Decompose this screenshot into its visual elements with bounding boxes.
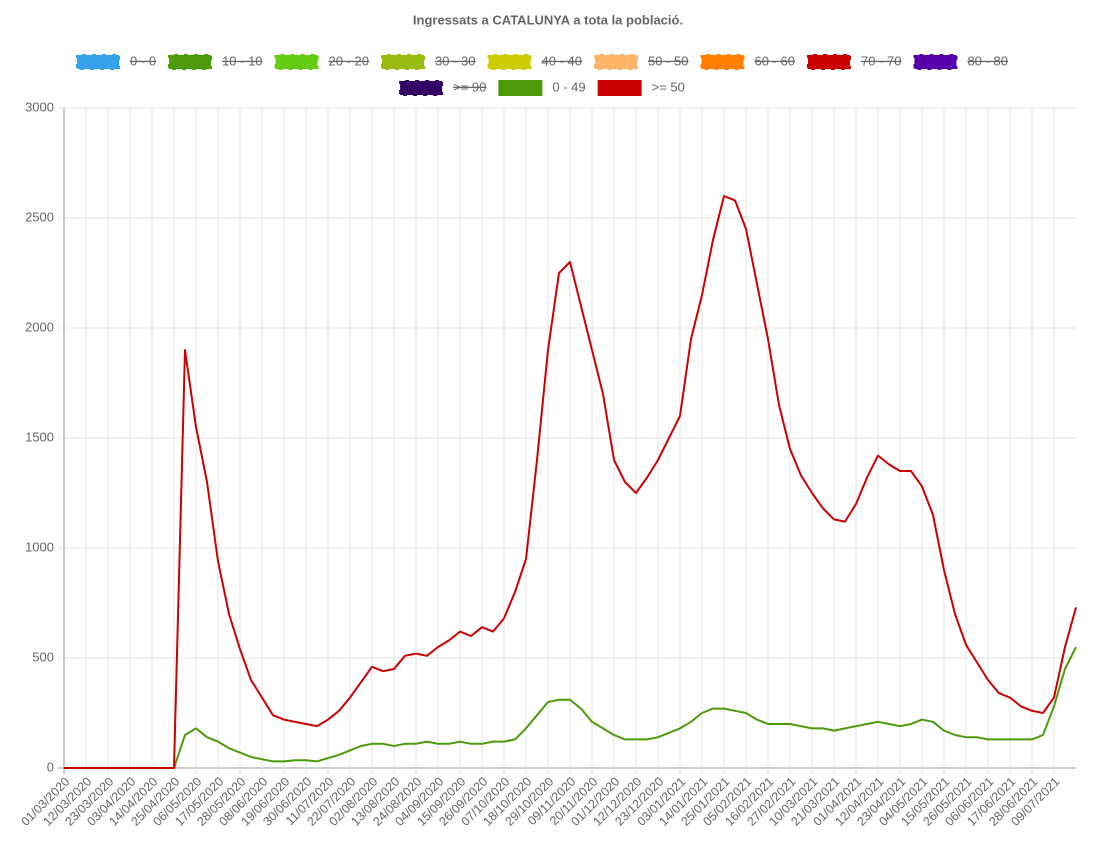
y-tick-label: 0 (47, 759, 54, 774)
legend-label[interactable]: 60 - 60 (754, 53, 794, 68)
legend: 0 - 0 10 - 10 20 - 20 30 - 30 40 - 40 50 - 50… (75, 53, 1008, 97)
legend-label[interactable]: 40 - 40 (542, 53, 582, 68)
series-line (64, 195, 1077, 769)
legend-swatch[interactable] (805, 53, 852, 71)
legend-label[interactable]: 0 - 49 (552, 79, 585, 94)
legend-swatch[interactable] (593, 53, 640, 71)
y-tick-label: 3000 (25, 99, 54, 114)
legend-swatch[interactable] (75, 53, 122, 71)
legend-label[interactable]: 70 - 70 (861, 53, 901, 68)
legend-swatch[interactable] (699, 53, 746, 71)
legend-label[interactable]: 20 - 20 (329, 53, 369, 68)
legend-label[interactable]: 10 - 10 (222, 53, 262, 68)
legend-swatch[interactable] (498, 80, 543, 96)
legend-swatch[interactable] (167, 53, 214, 71)
legend-label[interactable]: 50 - 50 (648, 53, 688, 68)
chart-title: Ingressats a CATALUNYA a tota la poblaci… (413, 12, 683, 27)
legend-swatch[interactable] (273, 53, 320, 71)
y-tick-label: 2000 (25, 319, 54, 334)
legend-swatch[interactable] (597, 80, 642, 96)
legend-swatch[interactable] (912, 53, 959, 71)
y-tick-label: 500 (32, 649, 54, 664)
y-tick-label: 2500 (25, 209, 54, 224)
legend-label[interactable]: 80 - 80 (967, 53, 1007, 68)
y-tick-label: 1000 (25, 539, 54, 554)
legend-label[interactable]: 30 - 30 (435, 53, 475, 68)
legend-label[interactable]: >= 50 (652, 79, 685, 94)
legend-swatch[interactable] (486, 53, 533, 71)
series-line (64, 646, 1077, 769)
legend-swatch[interactable] (398, 79, 445, 97)
legend-swatch[interactable] (380, 53, 427, 71)
y-tick-label: 1500 (25, 429, 54, 444)
legend-label[interactable]: 0 - 0 (130, 53, 156, 68)
legend-label[interactable]: >= 90 (453, 79, 486, 94)
